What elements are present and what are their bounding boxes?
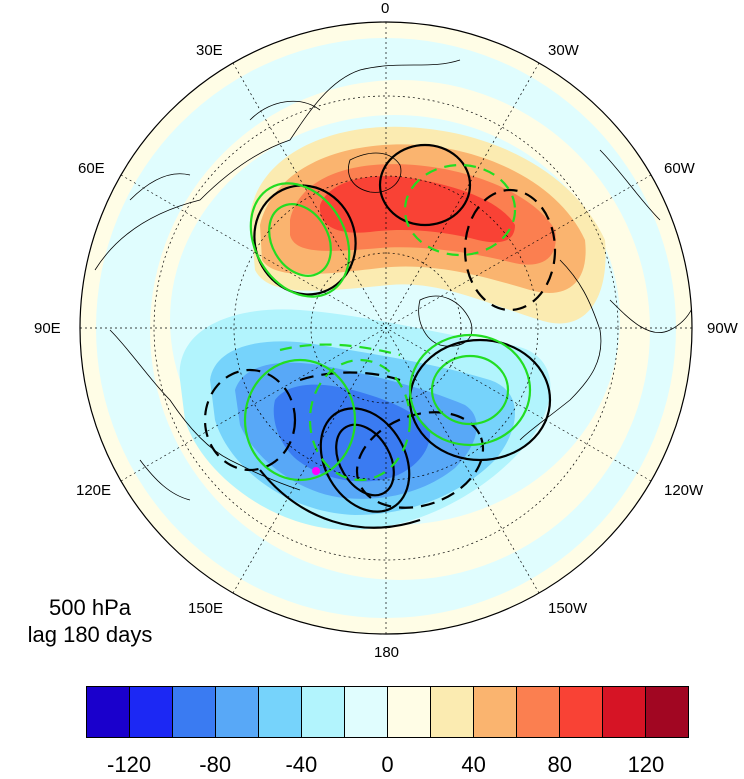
lon-label-120w: 120W xyxy=(664,482,704,499)
panel-label: 500 hPa lag 180 days xyxy=(0,594,180,648)
colorbar-swatch-0 xyxy=(87,687,130,737)
lon-label-30w: 30W xyxy=(548,42,579,59)
map-boundary xyxy=(79,21,693,635)
colorbar-tick-label: -120 xyxy=(107,752,152,777)
lon-label-150e: 150E xyxy=(188,600,224,617)
lon-label-60e: 60E xyxy=(78,160,105,177)
colorbar-swatch-10 xyxy=(517,687,560,737)
colorbar-tick-label: -80 xyxy=(199,752,232,777)
lon-label-90w: 90W xyxy=(707,320,738,337)
colorbar-swatch-2 xyxy=(173,687,216,737)
colorbar-tick-label: 80 xyxy=(547,752,573,777)
shade-positive-100 xyxy=(319,176,515,243)
coastlines xyxy=(94,59,692,501)
colorbar-swatch-11 xyxy=(560,687,603,737)
colorbar-swatch-1 xyxy=(130,687,173,737)
point-marker xyxy=(312,467,320,475)
green-contours xyxy=(243,182,532,482)
colorbar-swatch-4 xyxy=(259,687,302,737)
colorbar-tick-label: 40 xyxy=(461,752,486,777)
green-dashed-contours xyxy=(279,163,517,482)
lon-label-180: 180 xyxy=(374,644,400,661)
level-label: 500 hPa xyxy=(49,595,131,620)
lon-label-0: 0 xyxy=(381,0,390,17)
colorbar-swatch-5 xyxy=(302,687,345,737)
lon-label-120e: 120E xyxy=(76,482,112,499)
colorbar-swatch-8 xyxy=(431,687,474,737)
colorbar-swatch-6 xyxy=(345,687,388,737)
black-dashed-contours xyxy=(203,188,557,509)
lon-label-150w: 150W xyxy=(548,600,588,617)
colorbar-swatch-9 xyxy=(474,687,517,737)
colorbar-tick-label: 120 xyxy=(627,752,665,777)
lag-label: lag 180 days xyxy=(27,622,153,647)
lon-label-60w: 60W xyxy=(664,160,695,177)
colorbar-swatch-7 xyxy=(388,687,431,737)
colorbar-swatch-13 xyxy=(646,687,688,737)
graticule xyxy=(80,22,692,634)
colorbar-swatch-3 xyxy=(216,687,259,737)
lon-label-30e: 30E xyxy=(196,42,223,59)
colorbar-tick-label: 0 xyxy=(381,752,394,777)
lon-label-90e: 90E xyxy=(34,320,61,337)
colorbar xyxy=(86,686,689,738)
colorbar-tick-label: -40 xyxy=(285,752,318,777)
colorbar-swatch-12 xyxy=(603,687,646,737)
